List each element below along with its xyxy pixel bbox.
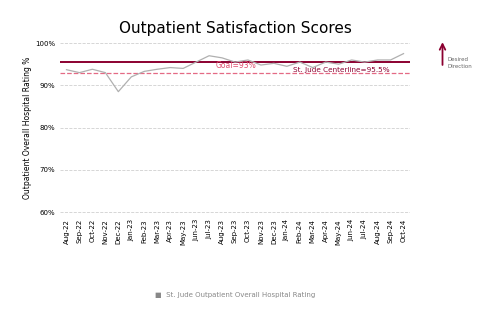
Y-axis label: Outpatient Overall Hospital Rating %: Outpatient Overall Hospital Rating % xyxy=(23,56,32,199)
Text: Desired
Direction: Desired Direction xyxy=(448,57,472,69)
Text: ■  St. Jude Outpatient Overall Hospital Rating: ■ St. Jude Outpatient Overall Hospital R… xyxy=(155,291,315,298)
Text: Goal=93%: Goal=93% xyxy=(216,61,256,70)
Text: St. Jude Centerline=95.5%: St. Jude Centerline=95.5% xyxy=(294,67,390,73)
Title: Outpatient Satisfaction Scores: Outpatient Satisfaction Scores xyxy=(118,20,352,36)
